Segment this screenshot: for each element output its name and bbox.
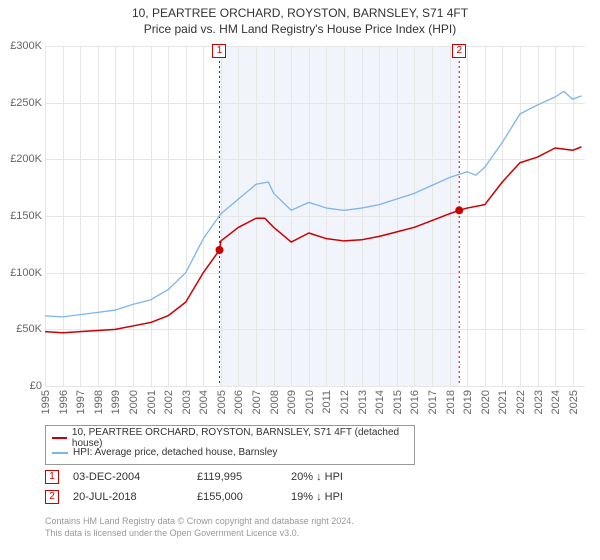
- marker-point-2: [455, 206, 463, 214]
- transaction-row: 1 03-DEC-2004 £119,995 20% ↓ HPI: [45, 467, 455, 487]
- x-tick-label: 2002: [163, 390, 175, 414]
- legend-label: HPI: Average price, detached house, Barn…: [73, 447, 277, 458]
- gridline-h: [45, 386, 585, 387]
- x-tick-label: 2008: [269, 390, 281, 414]
- y-tick-label: £200K: [10, 153, 42, 165]
- x-tick-label: 2015: [392, 390, 404, 414]
- x-tick-label: 2001: [146, 390, 158, 414]
- x-tick-label: 2000: [128, 390, 140, 414]
- x-tick-label: 2009: [286, 390, 298, 414]
- transaction-delta: 19% ↓ HPI: [291, 491, 381, 503]
- x-tick-label: 2024: [550, 390, 562, 414]
- transaction-price: £155,000: [197, 491, 287, 503]
- transaction-marker-num: 2: [45, 490, 59, 504]
- x-tick-label: 1996: [58, 390, 70, 414]
- transaction-marker-num: 1: [45, 470, 59, 484]
- chart-title: 10, PEARTREE ORCHARD, ROYSTON, BARNSLEY,…: [0, 0, 600, 20]
- credits-line-1: Contains HM Land Registry data © Crown c…: [45, 516, 354, 528]
- x-tick-label: 2016: [409, 390, 421, 414]
- x-tick-label: 2011: [321, 390, 333, 414]
- transaction-date: 03-DEC-2004: [73, 471, 193, 483]
- chart-svg: [45, 46, 585, 386]
- y-tick-label: £250K: [10, 97, 42, 109]
- x-tick-label: 2019: [462, 390, 474, 414]
- x-tick-label: 2006: [233, 390, 245, 414]
- x-tick-label: 2021: [497, 390, 509, 414]
- x-tick-label: 2025: [568, 390, 580, 414]
- x-tick-label: 1995: [40, 390, 52, 414]
- plot-area: [45, 46, 585, 386]
- x-tick-label: 2023: [533, 390, 545, 414]
- y-tick-label: £50K: [16, 323, 42, 335]
- legend-item-0[interactable]: 10, PEARTREE ORCHARD, ROYSTON, BARNSLEY,…: [52, 430, 408, 445]
- x-tick-label: 2020: [480, 390, 492, 414]
- legend-swatch: [52, 452, 68, 454]
- transaction-date: 20-JUL-2018: [73, 491, 193, 503]
- x-tick-label: 2014: [374, 390, 386, 414]
- x-tick-label: 1999: [110, 390, 122, 414]
- y-tick-label: £150K: [10, 210, 42, 222]
- x-tick-label: 2010: [304, 390, 316, 414]
- marker-point-1: [215, 246, 223, 254]
- x-tick-label: 2005: [216, 390, 228, 414]
- legend-label: 10, PEARTREE ORCHARD, ROYSTON, BARNSLEY,…: [72, 427, 408, 449]
- x-tick-label: 2012: [339, 390, 351, 414]
- transaction-table: 1 03-DEC-2004 £119,995 20% ↓ HPI 2 20-JUL-201…: [45, 467, 455, 507]
- transaction-row: 2 20-JUL-2018 £155,000 19% ↓ HPI: [45, 487, 455, 507]
- chart-container: { "title": "10, PEARTREE ORCHARD, ROYSTO…: [0, 0, 600, 560]
- transaction-price: £119,995: [197, 471, 287, 483]
- chart-subtitle: Price paid vs. HM Land Registry's House …: [0, 20, 600, 36]
- x-tick-label: 2017: [427, 390, 439, 414]
- y-tick-label: £300K: [10, 40, 42, 52]
- marker-flag-1: 1: [212, 44, 226, 58]
- credits: Contains HM Land Registry data © Crown c…: [45, 516, 354, 539]
- x-tick-label: 2004: [198, 390, 210, 414]
- legend-swatch: [52, 437, 67, 439]
- x-tick-label: 2022: [515, 390, 527, 414]
- legend: 10, PEARTREE ORCHARD, ROYSTON, BARNSLEY,…: [45, 425, 415, 465]
- credits-line-2: This data is licensed under the Open Gov…: [45, 528, 354, 540]
- x-tick-label: 2018: [445, 390, 457, 414]
- x-tick-label: 2013: [357, 390, 369, 414]
- x-tick-label: 2007: [251, 390, 263, 414]
- x-tick-label: 2003: [181, 390, 193, 414]
- series-hpi: [45, 91, 581, 317]
- marker-flag-2: 2: [452, 44, 466, 58]
- y-tick-label: £100K: [10, 267, 42, 279]
- x-tick-label: 1997: [75, 390, 87, 414]
- transaction-delta: 20% ↓ HPI: [291, 471, 381, 483]
- series-price_paid: [45, 147, 581, 333]
- x-tick-label: 1998: [93, 390, 105, 414]
